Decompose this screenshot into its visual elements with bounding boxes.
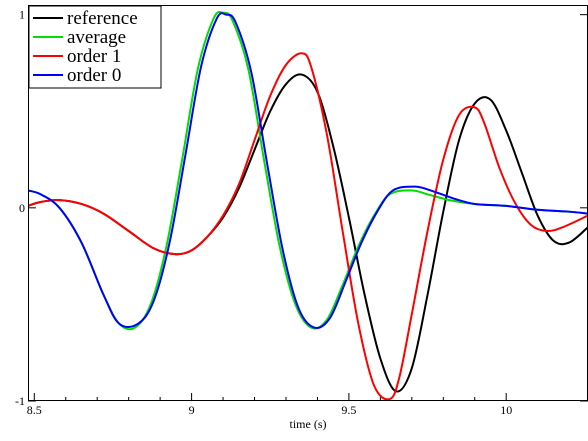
y-tick-label: 0	[19, 201, 25, 215]
x-tick-label: 9	[189, 403, 195, 417]
x-tick-label: 9.5	[341, 403, 356, 417]
ticks-layer: 8.5 9 9.5 10 -1 0 1	[15, 8, 588, 417]
series-line-reference	[28, 73, 588, 393]
series-line-order-0	[28, 12, 588, 329]
x-tick-label: 8.5	[27, 403, 42, 417]
y-tick-label: 1	[19, 8, 25, 22]
x-axis-label: time (s)	[290, 417, 327, 431]
series-layer	[28, 10, 588, 401]
legend-entry-label: order 0	[67, 65, 121, 86]
legend-entry-label: reference	[67, 8, 138, 29]
legend-entry-label: order 1	[67, 46, 121, 67]
legend-entry-label: average	[67, 27, 126, 48]
y-tick-label: -1	[15, 394, 25, 408]
series-line-order-1	[28, 52, 588, 401]
x-tick-label: 10	[500, 403, 512, 417]
